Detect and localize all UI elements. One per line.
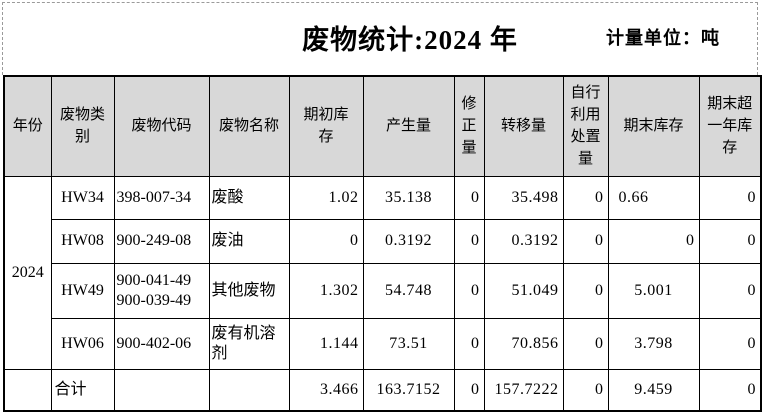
header-category: 废物类别: [50, 75, 115, 177]
cell-self-disposal: 0: [562, 262, 609, 319]
cell-opening: 1.302: [288, 262, 364, 319]
cell-over-one-year: 0: [698, 262, 762, 319]
page-break-line-top: [2, 2, 758, 3]
cell-name-empty: [208, 368, 290, 412]
header-self-disposal: 自行利用处置量: [562, 75, 609, 177]
table-row: HW08 900-249-08 废油 0 0.3192 0 0.3192 0 0…: [4, 218, 762, 264]
cell-total-label: 合计: [50, 368, 115, 412]
cell-generated: 73.51: [362, 317, 455, 370]
cell-year-empty: [3, 368, 52, 412]
cell-opening: 1.144: [288, 317, 364, 370]
page-break-line-left: [2, 2, 3, 75]
cell-category: HW49: [50, 262, 115, 319]
header-code: 废物代码: [113, 75, 210, 177]
header-transferred: 转移量: [483, 75, 564, 177]
cell-generated: 35.138: [362, 175, 455, 220]
cell-total-opening: 3.466: [288, 368, 364, 412]
cell-correction: 0: [453, 262, 485, 319]
cell-total-self-disposal: 0: [562, 368, 609, 412]
page-break-line-right: [757, 2, 758, 75]
total-row: 合计 3.466 163.7152 0 157.7222 0 9.459 0: [3, 368, 762, 412]
cell-over-one-year: 0: [698, 175, 762, 220]
header-opening-stock: 期初库存: [288, 75, 364, 177]
cell-total-closing: 9.459: [607, 368, 700, 412]
cell-name: 废酸: [208, 175, 290, 220]
cell-generated: 54.748: [362, 262, 455, 319]
cell-closing: 0: [607, 218, 700, 264]
cell-code-empty: [113, 368, 210, 412]
cell-closing: 3.798: [607, 317, 700, 370]
header-row: 年份 废物类别 废物代码 废物名称 期初库存 产生量 修正量 转移量 自行利用处…: [3, 75, 762, 177]
cell-name: 其他废物: [208, 262, 290, 319]
cell-opening: 0: [288, 218, 364, 264]
cell-closing: 0.66: [607, 175, 700, 220]
header-generated: 产生量: [362, 75, 455, 177]
cell-opening: 1.02: [288, 175, 364, 220]
cell-category: HW06: [50, 317, 115, 370]
cell-name: 废有机溶剂: [208, 317, 290, 370]
waste-statistics-table: 年份 废物类别 废物代码 废物名称 期初库存 产生量 修正量 转移量 自行利用处…: [3, 75, 762, 412]
cell-year-merged: 2024: [3, 175, 52, 370]
cell-self-disposal: 0: [562, 175, 609, 220]
cell-correction: 0: [453, 317, 485, 370]
cell-over-one-year: 0: [698, 317, 762, 370]
page-title: 废物统计:2024 年: [302, 25, 518, 55]
unit-of-measure-label: 计量单位：吨: [606, 28, 720, 48]
cell-correction: 0: [453, 175, 485, 220]
cell-category: HW08: [50, 218, 115, 264]
header-over-one-year: 期末超一年库存: [698, 75, 762, 177]
cell-closing: 5.001: [607, 262, 700, 319]
header-correction: 修正量: [453, 75, 485, 177]
cell-total-transferred: 157.7222: [483, 368, 564, 412]
table-row: 2024 HW34 398-007-34 废酸 1.02 35.138 0 35…: [3, 175, 762, 370]
cell-code: 900-402-06: [113, 317, 210, 370]
cell-transferred: 35.498: [483, 175, 564, 220]
cell-name: 废油: [208, 218, 290, 264]
table-row: HW49 900-041-49 900-039-49 其他废物 1.302 54…: [4, 262, 762, 319]
cell-transferred: 0.3192: [483, 218, 564, 264]
cell-generated: 0.3192: [362, 218, 455, 264]
cell-transferred: 70.856: [483, 317, 564, 370]
cell-correction: 0: [453, 218, 485, 264]
cell-code: 900-041-49 900-039-49: [113, 262, 210, 319]
header-year: 年份: [3, 75, 52, 177]
header-name: 废物名称: [208, 75, 290, 177]
cell-total-correction: 0: [453, 368, 485, 412]
cell-category: HW34: [50, 175, 115, 220]
cell-self-disposal: 0: [562, 317, 609, 370]
cell-total-generated: 163.7152: [362, 368, 455, 412]
cell-code: 398-007-34: [113, 175, 210, 220]
cell-transferred: 51.049: [483, 262, 564, 319]
cell-total-over-one-year: 0: [698, 368, 762, 412]
cell-code: 900-249-08: [113, 218, 210, 264]
header-closing-stock: 期末库存: [607, 75, 700, 177]
cell-over-one-year: 0: [698, 218, 762, 264]
table-row: HW06 900-402-06 废有机溶剂 1.144 73.51 0 70.8…: [4, 317, 762, 370]
cell-self-disposal: 0: [562, 218, 609, 264]
